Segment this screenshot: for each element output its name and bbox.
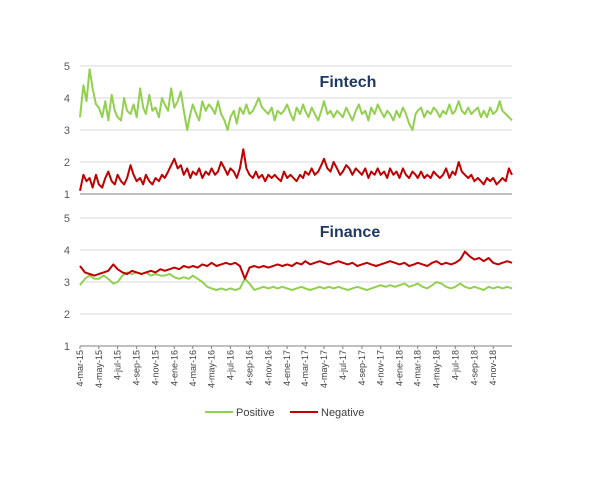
- x-tick-label: 4-nov-17: [376, 350, 386, 386]
- x-tick-label: 4-sep-15: [132, 350, 142, 386]
- y-tick-label: 5: [64, 61, 70, 73]
- y-tick-label: 1: [64, 189, 70, 201]
- x-tick-label: 4-may-18: [432, 350, 442, 388]
- legend: Positive Negative: [205, 407, 364, 419]
- x-tick-label: 4-sep-17: [357, 350, 367, 386]
- x-tick-label: 4-mar-17: [300, 350, 310, 387]
- x-tick-label: 4-sep-16: [244, 350, 254, 386]
- series-line-negative: [79, 250, 513, 280]
- x-tick-label: 4-jul-18: [450, 350, 460, 380]
- x-tick-label: 4-jul-17: [338, 350, 348, 380]
- panel-finance: 1 2 3 4 5 Finance: [64, 213, 513, 353]
- x-axis: 4-mar-15 4-may-15 4-jul-15 4-sep-15 4-nov-15…: [75, 346, 498, 388]
- y-tick-label: 4: [64, 93, 70, 105]
- legend-label-negative: Negative: [321, 407, 364, 419]
- x-tick-label: 4-ene-18: [395, 350, 405, 386]
- x-tick-label: 4-nov-18: [488, 350, 498, 386]
- y-tick-label: 4: [64, 245, 70, 257]
- panel-fintech: 1 2 3 4 5 Fintech: [64, 61, 513, 201]
- series-line-positive: [79, 68, 513, 131]
- x-tick-label: 4-ene-17: [282, 350, 292, 386]
- x-tick-label: 4-may-16: [207, 350, 217, 388]
- panel-title: Fintech: [320, 74, 377, 91]
- x-tick-label: 4-mar-15: [75, 350, 85, 387]
- x-tick-label: 4-mar-18: [413, 350, 423, 387]
- panel-title: Finance: [320, 224, 381, 241]
- x-tick-label: 4-sep-18: [469, 350, 479, 386]
- y-tick-label: 1: [64, 341, 70, 353]
- x-tick-label: 4-jul-16: [225, 350, 235, 380]
- y-tick-label: 3: [64, 277, 70, 289]
- x-tick-label: 4-may-17: [319, 350, 329, 388]
- x-tick-label: 4-nov-16: [263, 350, 273, 386]
- y-tick-label: 3: [64, 125, 70, 137]
- x-tick-label: 4-ene-16: [169, 350, 179, 386]
- y-tick-label: 2: [64, 309, 70, 321]
- x-tick-label: 4-jul-15: [113, 350, 123, 380]
- x-tick-label: 4-may-15: [94, 350, 104, 388]
- y-tick-label: 2: [64, 157, 70, 169]
- x-tick-label: 4-nov-15: [150, 350, 160, 386]
- y-tick-label: 5: [64, 213, 70, 225]
- series-line-positive: [79, 271, 513, 291]
- series-line-negative: [79, 148, 513, 192]
- legend-label-positive: Positive: [236, 407, 275, 419]
- x-tick-label: 4-mar-16: [188, 350, 198, 387]
